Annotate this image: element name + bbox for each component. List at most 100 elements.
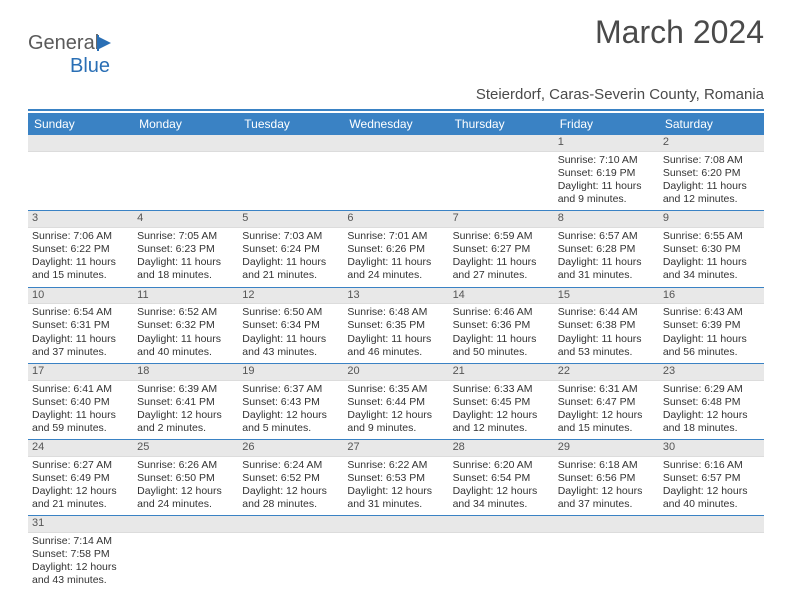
daylight-text: Daylight: 12 hours and 12 minutes. [453, 409, 550, 435]
day-body: Sunrise: 7:06 AMSunset: 6:22 PMDaylight:… [28, 228, 133, 287]
daylight-text: Daylight: 12 hours and 9 minutes. [347, 409, 444, 435]
day-number: 16 [659, 288, 764, 305]
sunrise-text: Sunrise: 6:55 AM [663, 230, 760, 243]
sunrise-text: Sunrise: 7:03 AM [242, 230, 339, 243]
daylight-text: Daylight: 11 hours and 31 minutes. [558, 256, 655, 282]
day-header: Wednesday [343, 113, 448, 135]
calendar-cell: 8Sunrise: 6:57 AMSunset: 6:28 PMDaylight… [554, 211, 659, 286]
sunset-text: Sunset: 6:44 PM [347, 396, 444, 409]
sunrise-text: Sunrise: 6:48 AM [347, 306, 444, 319]
calendar-cell: 10Sunrise: 6:54 AMSunset: 6:31 PMDayligh… [28, 288, 133, 363]
day-number: 4 [133, 211, 238, 228]
day-number: 6 [343, 211, 448, 228]
day-number: 11 [133, 288, 238, 305]
day-number: 15 [554, 288, 659, 305]
day-body: Sunrise: 6:39 AMSunset: 6:41 PMDaylight:… [133, 381, 238, 440]
day-body: Sunrise: 6:52 AMSunset: 6:32 PMDaylight:… [133, 304, 238, 363]
sunrise-text: Sunrise: 6:59 AM [453, 230, 550, 243]
calendar-row: 31Sunrise: 7:14 AMSunset: 7:58 PMDayligh… [28, 516, 764, 591]
sunrise-text: Sunrise: 6:31 AM [558, 383, 655, 396]
sunrise-text: Sunrise: 7:08 AM [663, 154, 760, 167]
calendar-cell: 4Sunrise: 7:05 AMSunset: 6:23 PMDaylight… [133, 211, 238, 286]
sunrise-text: Sunrise: 7:05 AM [137, 230, 234, 243]
calendar-cell [238, 516, 343, 591]
daylight-text: Daylight: 11 hours and 21 minutes. [242, 256, 339, 282]
day-number: 18 [133, 364, 238, 381]
day-body: Sunrise: 6:46 AMSunset: 6:36 PMDaylight:… [449, 304, 554, 363]
day-body: Sunrise: 7:03 AMSunset: 6:24 PMDaylight:… [238, 228, 343, 287]
day-number: 5 [238, 211, 343, 228]
day-number [133, 516, 238, 533]
day-number: 21 [449, 364, 554, 381]
day-header: Sunday [28, 113, 133, 135]
calendar-cell: 17Sunrise: 6:41 AMSunset: 6:40 PMDayligh… [28, 364, 133, 439]
calendar-header-row: SundayMondayTuesdayWednesdayThursdayFrid… [28, 113, 764, 135]
calendar-cell: 23 Sunrise: 6:29 AMSunset: 6:48 PMDayligh… [659, 364, 764, 439]
day-number [238, 516, 343, 533]
logo: GeneralBlue [28, 32, 117, 78]
day-number [343, 516, 448, 533]
daylight-text: Daylight: 12 hours and 2 minutes. [137, 409, 234, 435]
day-body: Sunrise: 6:24 AMSunset: 6:52 PMDaylight:… [238, 457, 343, 516]
daylight-text: Daylight: 12 hours and 18 minutes. [663, 409, 760, 435]
day-body: Sunrise: 6:20 AMSunset: 6:54 PMDaylight:… [449, 457, 554, 516]
day-number [449, 135, 554, 152]
day-number: 3 [28, 211, 133, 228]
day-number: 23 [659, 364, 764, 381]
sunrise-text: Sunrise: 6:54 AM [32, 306, 129, 319]
daylight-text: Daylight: 11 hours and 12 minutes. [663, 180, 760, 206]
day-body: Sunrise: 6:18 AMSunset: 6:56 PMDaylight:… [554, 457, 659, 516]
sunrise-text: Sunrise: 7:10 AM [558, 154, 655, 167]
day-number: 10 [28, 288, 133, 305]
sunrise-text: Sunrise: 6:16 AM [663, 459, 760, 472]
calendar-cell: 22Sunrise: 6:31 AMSunset: 6:47 PMDayligh… [554, 364, 659, 439]
daylight-text: Daylight: 11 hours and 59 minutes. [32, 409, 129, 435]
day-body: Sunrise: 6:57 AMSunset: 6:28 PMDaylight:… [554, 228, 659, 287]
day-header: Monday [133, 113, 238, 135]
calendar-cell: 9Sunrise: 6:55 AMSunset: 6:30 PMDaylight… [659, 211, 764, 286]
sunset-text: Sunset: 6:43 PM [242, 396, 339, 409]
calendar-cell: 26Sunrise: 6:24 AMSunset: 6:52 PMDayligh… [238, 440, 343, 515]
day-number: 14 [449, 288, 554, 305]
calendar-cell [238, 135, 343, 210]
calendar-cell [659, 516, 764, 591]
sunrise-text: Sunrise: 6:33 AM [453, 383, 550, 396]
logo-text-b: Blue [70, 55, 110, 77]
sunset-text: Sunset: 6:26 PM [347, 243, 444, 256]
day-number: 28 [449, 440, 554, 457]
day-number: 20 [343, 364, 448, 381]
daylight-text: Daylight: 11 hours and 9 minutes. [558, 180, 655, 206]
day-number: 29 [554, 440, 659, 457]
daylight-text: Daylight: 11 hours and 46 minutes. [347, 333, 444, 359]
day-body: Sunrise: 6:55 AMSunset: 6:30 PMDaylight:… [659, 228, 764, 287]
calendar-cell: 19Sunrise: 6:37 AMSunset: 6:43 PMDayligh… [238, 364, 343, 439]
calendar-cell: 5Sunrise: 7:03 AMSunset: 6:24 PMDaylight… [238, 211, 343, 286]
daylight-text: Daylight: 11 hours and 15 minutes. [32, 256, 129, 282]
calendar-cell [449, 135, 554, 210]
sunrise-text: Sunrise: 6:57 AM [558, 230, 655, 243]
daylight-text: Daylight: 11 hours and 40 minutes. [137, 333, 234, 359]
sunrise-text: Sunrise: 6:20 AM [453, 459, 550, 472]
sunrise-text: Sunrise: 6:29 AM [663, 383, 760, 396]
sunset-text: Sunset: 6:48 PM [663, 396, 760, 409]
day-body: Sunrise: 6:54 AMSunset: 6:31 PMDaylight:… [28, 304, 133, 363]
calendar-cell: 16Sunrise: 6:43 AMSunset: 6:39 PMDayligh… [659, 288, 764, 363]
day-header: Tuesday [238, 113, 343, 135]
sunset-text: Sunset: 6:28 PM [558, 243, 655, 256]
day-number: 7 [449, 211, 554, 228]
day-header: Friday [554, 113, 659, 135]
calendar-cell [343, 135, 448, 210]
calendar-cell: 27Sunrise: 6:22 AMSunset: 6:53 PMDayligh… [343, 440, 448, 515]
sunset-text: Sunset: 6:53 PM [347, 472, 444, 485]
day-body: Sunrise: 6:43 AMSunset: 6:39 PMDaylight:… [659, 304, 764, 363]
day-number: 13 [343, 288, 448, 305]
day-number: 19 [238, 364, 343, 381]
daylight-text: Daylight: 11 hours and 50 minutes. [453, 333, 550, 359]
calendar-cell: 7Sunrise: 6:59 AMSunset: 6:27 PMDaylight… [449, 211, 554, 286]
day-body: Sunrise: 6:27 AMSunset: 6:49 PMDaylight:… [28, 457, 133, 516]
daylight-text: Daylight: 11 hours and 24 minutes. [347, 256, 444, 282]
sunrise-text: Sunrise: 6:26 AM [137, 459, 234, 472]
calendar-cell: 12Sunrise: 6:50 AMSunset: 6:34 PMDayligh… [238, 288, 343, 363]
day-body: Sunrise: 6:44 AMSunset: 6:38 PMDaylight:… [554, 304, 659, 363]
day-body: Sunrise: 6:26 AMSunset: 6:50 PMDaylight:… [133, 457, 238, 516]
